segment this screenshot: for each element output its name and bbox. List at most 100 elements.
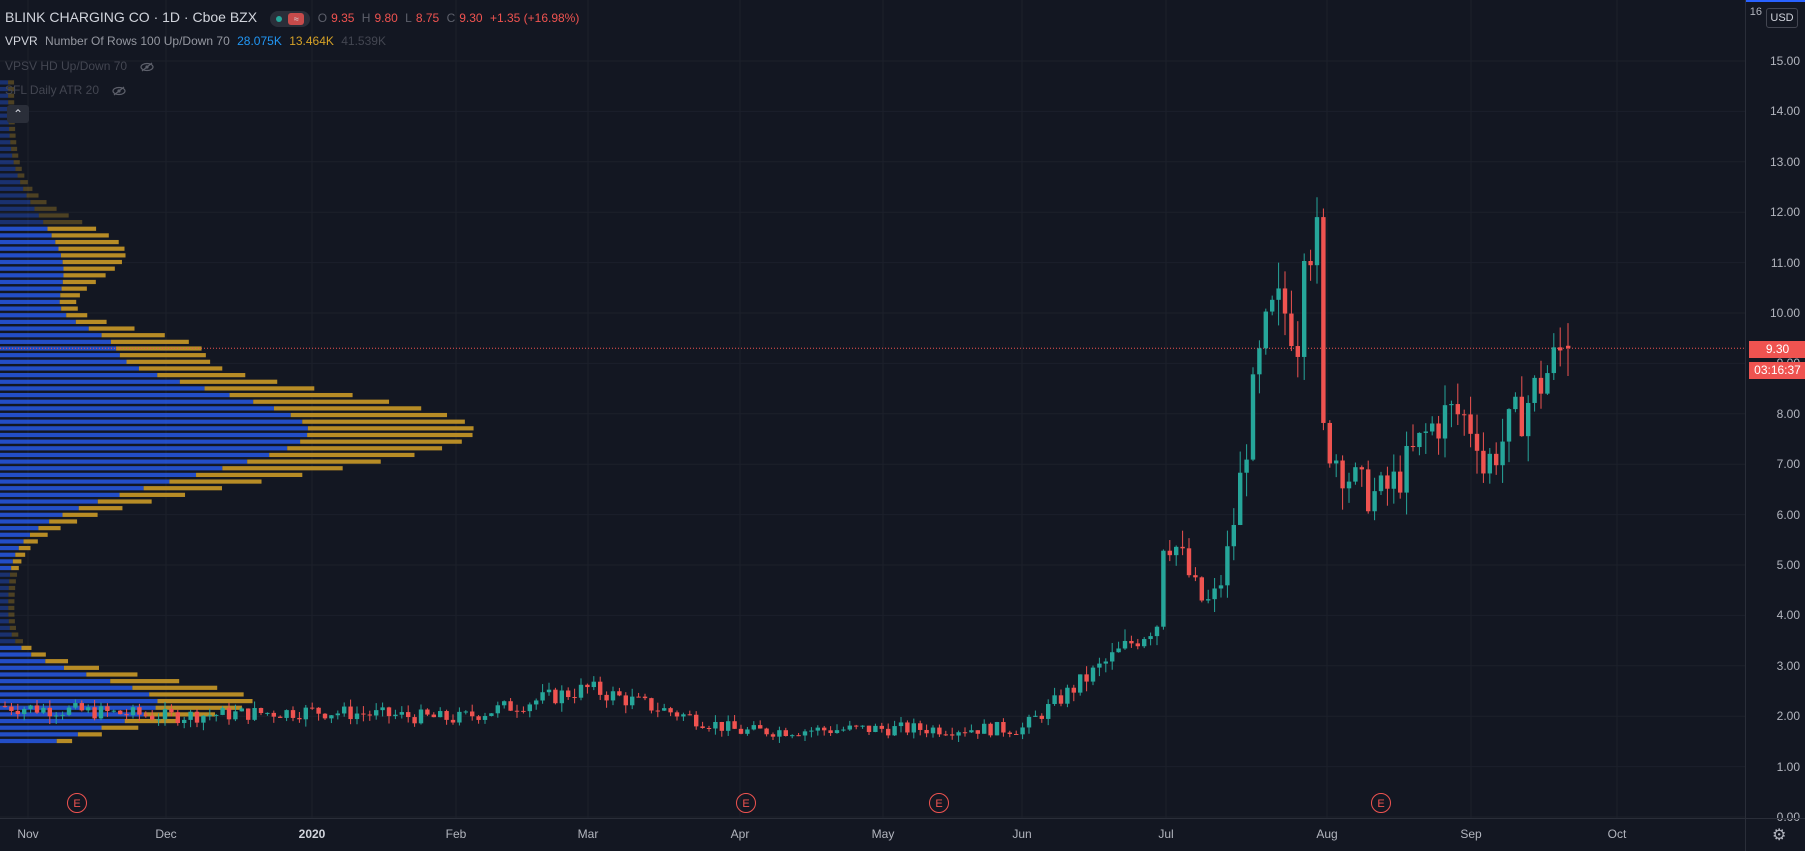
candle-body (182, 719, 187, 724)
time-axis[interactable]: Nov Dec 2020 Feb Mar Apr May Jun Jul Aug Sep Oct (0, 818, 1745, 851)
candle-body (1026, 716, 1032, 728)
candle-body (431, 714, 436, 718)
volume-profile-down-bar (77, 732, 102, 737)
candle-body (1481, 450, 1486, 474)
volume-profile-up-bar (0, 106, 9, 112)
close-value: 9.30 (459, 11, 483, 25)
candle-body (655, 710, 660, 712)
month-label: Mar (577, 827, 599, 841)
month-label: 2020 (298, 827, 326, 841)
candle-body (252, 708, 257, 720)
candle-body (1302, 260, 1307, 357)
vpvr-name[interactable]: VPVR (5, 34, 38, 48)
price-tick-label: 11.00 (1770, 255, 1800, 270)
eye-off-icon[interactable] (140, 62, 155, 72)
volume-profile-up-bar (0, 619, 9, 624)
legend-atr-row[interactable]: SFL Daily ATR 20 (5, 83, 126, 97)
candle-body (9, 706, 14, 711)
volume-profile-down-bar (169, 479, 262, 484)
candle-body (28, 705, 33, 710)
volume-profile-down-bar (23, 539, 38, 544)
volume-profile-down-bar (26, 193, 39, 198)
candle-body (214, 714, 219, 716)
candle-body (783, 730, 788, 737)
candle-body (1566, 345, 1571, 349)
candle-body (598, 681, 603, 695)
earnings-marker[interactable]: E (929, 793, 949, 813)
candle-body (585, 684, 590, 688)
volume-profile-up-bar (0, 685, 133, 690)
earnings-marker[interactable]: E (1371, 793, 1391, 813)
chart-settings-corner[interactable]: ⚙ (1745, 818, 1805, 851)
volume-profile-down-bar (8, 100, 15, 105)
candle-body (92, 707, 97, 719)
candle-body (623, 695, 628, 706)
candle-body (1174, 546, 1179, 556)
candle-body (1116, 648, 1121, 653)
vpvr-down-value: 13.464K (289, 34, 334, 48)
volume-profile-down-bar (287, 446, 443, 451)
volume-profile-up-bar (0, 286, 62, 291)
volume-profile-up-bar (0, 266, 64, 271)
candle-body (1385, 475, 1390, 489)
candle-body (540, 692, 545, 701)
candle-body (566, 690, 571, 698)
volume-profile-up-bar (0, 599, 9, 604)
candle-body (636, 696, 641, 698)
symbol-status-pill[interactable]: ≈ (270, 10, 311, 27)
month-label: Nov (17, 827, 39, 841)
volume-profile-up-bar (0, 353, 120, 358)
candle-body (956, 732, 961, 736)
legend-vpvr-row[interactable]: VPVR Number Of Rows 100 Up/Down 70 28.07… (5, 34, 390, 48)
candle-body (668, 708, 673, 713)
vpvr-up-value: 28.075K (237, 34, 282, 48)
candle-body (719, 721, 724, 731)
candle-body (937, 727, 942, 735)
candle-body (847, 725, 852, 730)
volume-profile-down-bar (8, 612, 15, 617)
change-value: +1.35 (+16.98%) (489, 11, 580, 25)
candle-body (841, 729, 846, 731)
candle-body (758, 725, 763, 729)
candle-body (226, 708, 232, 720)
vpsv-label[interactable]: VPSV HD Up/Down 70 (5, 59, 128, 73)
earnings-marker[interactable]: E (736, 793, 756, 813)
candle-body (1033, 715, 1038, 717)
candle-body (1135, 643, 1140, 647)
volume-profile-up-bar (0, 80, 9, 85)
volume-profile-up-bar (0, 319, 76, 324)
candle-body (1282, 288, 1288, 314)
candle-body (329, 715, 334, 719)
candle-body (239, 708, 244, 712)
chart-pane[interactable]: BLINK CHARGING CO · 1D · Cboe BZX ≈ O 9.3… (0, 0, 1745, 818)
currency-button[interactable]: USD (1766, 8, 1798, 28)
candle-body (201, 715, 206, 723)
volume-profile-down-bar (204, 386, 315, 391)
vpvr-total-value: 41.539K (341, 34, 386, 48)
volume-profile-down-bar (9, 625, 16, 631)
candle-body (1346, 481, 1352, 489)
candle-body (361, 713, 366, 715)
collapse-legend-button[interactable]: ⌃ (7, 105, 29, 123)
symbol-title[interactable]: BLINK CHARGING CO · 1D · Cboe BZX (5, 9, 258, 25)
candlestick-chart[interactable] (0, 0, 1745, 818)
legend-vpsv-row[interactable]: VPSV HD Up/Down 70 (5, 59, 155, 73)
candle-body (1289, 313, 1294, 347)
chevron-up-icon: ⌃ (12, 107, 24, 121)
candle-body (66, 707, 72, 715)
volume-profile-up-bar (0, 419, 303, 424)
eye-off-icon[interactable] (112, 86, 126, 96)
volume-profile-down-bar (307, 432, 473, 438)
volume-profile-up-bar (0, 426, 308, 431)
candle-body (1308, 260, 1313, 266)
candle-body (2, 706, 8, 708)
earnings-marker[interactable]: E (67, 793, 87, 813)
candle-body (22, 709, 27, 715)
candle-body (271, 712, 276, 717)
gear-icon[interactable]: ⚙ (1772, 827, 1787, 844)
volume-profile-down-bar (63, 273, 106, 278)
candle-body (1449, 404, 1454, 406)
price-axis[interactable]: 16 USD 15.0014.0013.0012.0011.0010.009.0… (1745, 0, 1805, 824)
atr-label[interactable]: SFL Daily ATR 20 (5, 83, 100, 97)
candle-body (559, 690, 564, 704)
